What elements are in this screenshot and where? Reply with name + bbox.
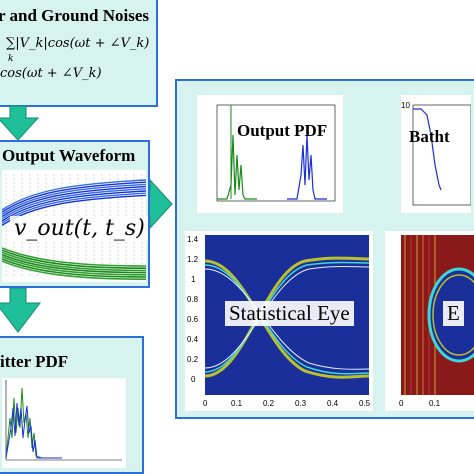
waveform-box-title: Output Waveform xyxy=(2,146,136,165)
eye-upper-left-cyan xyxy=(204,264,370,375)
eye-x-tick-4: 0.4 xyxy=(327,399,339,408)
eye2-label: E xyxy=(443,301,464,326)
jitter-plot xyxy=(2,378,126,468)
statistical-eye-label: Statistical Eye xyxy=(225,301,354,326)
bathtub-label: Batht xyxy=(409,127,450,146)
waveform-green-trace xyxy=(2,258,146,278)
waveform-box: Output Waveform v_out(t, t_s) xyxy=(0,140,150,288)
waveform-blue-trace xyxy=(2,181,146,213)
eye-upper-white xyxy=(204,268,370,370)
waveform-green-trace xyxy=(2,256,146,276)
arrow-down-2-shape xyxy=(0,287,42,333)
results-box: Output PDF 10 Batht 1.4 1.2 1 0.8 0.6 0 xyxy=(175,79,474,419)
output-pdf-green-trace xyxy=(217,134,257,200)
output-pdf-label: Output PDF xyxy=(237,121,328,140)
eye-x-tick-1: 0.1 xyxy=(231,399,243,408)
jitter-box: itter PDF xyxy=(0,336,144,474)
eye-y-tick-3: 0.8 xyxy=(187,295,199,304)
waveform-blue-trace xyxy=(2,183,146,215)
bathtub-panel: 10 Batht xyxy=(401,95,471,213)
eye-x-tick-2: 0.2 xyxy=(263,399,275,408)
waveform-blue-trace xyxy=(2,179,146,211)
jitter-svg xyxy=(5,380,122,461)
waveform-green-trace xyxy=(2,253,146,274)
eye-y-tick-1: 1.2 xyxy=(187,255,199,264)
eye-y-tick-4: 0.6 xyxy=(187,315,199,324)
noise-equation-2: cos(ωt + ∠V_k) xyxy=(0,66,102,81)
arrow-down-1-shape xyxy=(0,105,40,141)
eye-y-tick-6: 0.2 xyxy=(187,355,199,364)
eye-traces xyxy=(204,256,370,379)
eye-lower-left xyxy=(204,256,370,378)
statistical-eye-panel: 1.4 1.2 1 0.8 0.6 0.4 0.2 0 0 0.1 0.2 0.… xyxy=(185,231,373,411)
jitter-blue-trace xyxy=(5,402,62,459)
eye-x-tick-0: 0 xyxy=(203,399,208,408)
waveform-blue-trace xyxy=(2,188,146,220)
noise-box-title: r and Ground Noises xyxy=(0,6,149,25)
waveform-blue-trace xyxy=(2,185,146,218)
noise-equation-1: ∑|V_k|cos(ωt + ∠V_k) xyxy=(6,36,150,51)
waveform-green-trace xyxy=(2,249,146,269)
waveform-green-trace xyxy=(2,260,146,280)
eye2-x-tick-1: 0.1 xyxy=(429,399,441,408)
waveform-green-trace xyxy=(2,251,146,272)
eye2-panel: 0 0.1 E xyxy=(385,231,474,411)
eye-lower-white xyxy=(204,266,370,369)
bathtub-curve xyxy=(413,108,442,191)
eye-y-tick-5: 0.4 xyxy=(187,335,199,344)
output-pdf-svg xyxy=(216,104,336,202)
noise-box: r and Ground Noises ∑|V_k|cos(ωt + ∠V_k)… xyxy=(0,0,158,107)
eye-lower-left-cyan xyxy=(204,261,370,373)
waveform-svg xyxy=(2,174,146,280)
bathtub-svg xyxy=(412,104,471,206)
eye-x-tick-5: 0.5 xyxy=(359,399,371,408)
jitter-box-title: itter PDF xyxy=(0,352,69,371)
eye2-x-tick-0: 0 xyxy=(399,399,404,408)
output-pdf-blue-trace xyxy=(287,134,327,200)
output-pdf-panel: Output PDF xyxy=(197,95,343,213)
eye-x-tick-3: 0.3 xyxy=(295,399,307,408)
waveform-green-trace xyxy=(2,247,146,267)
bath-y-tick: 10 xyxy=(401,101,410,110)
waveform-blue-trace xyxy=(2,190,146,222)
noise-equation-1-sub: k xyxy=(8,54,14,64)
eye-y-tick-7: 0 xyxy=(191,375,196,384)
eye-y-tick-2: 1 xyxy=(191,275,196,284)
waveform-formula: v_out(t, t_s) xyxy=(10,216,148,241)
eye-y-tick-0: 1.4 xyxy=(187,235,199,244)
eye2-inner-ring xyxy=(432,274,474,356)
eye-upper-left xyxy=(204,259,370,379)
